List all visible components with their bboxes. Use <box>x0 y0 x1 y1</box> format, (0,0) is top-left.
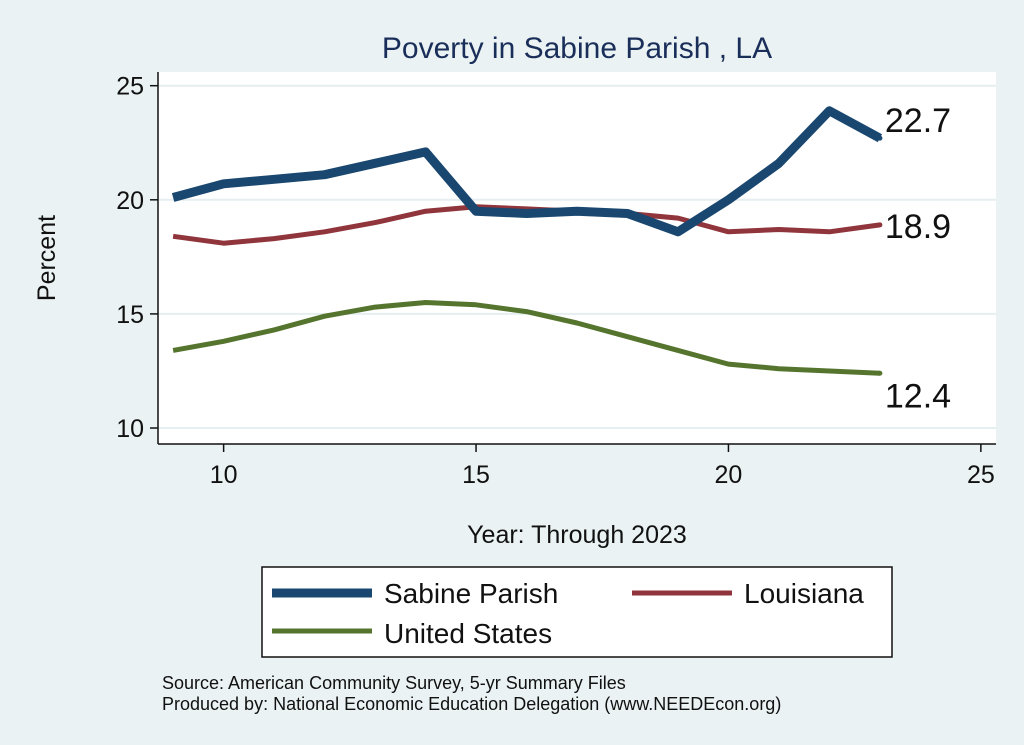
produced-by-note: Produced by: National Economic Education… <box>162 694 781 714</box>
series-end-point-louisiana <box>877 222 883 228</box>
y-axis-title: Percent <box>33 215 61 301</box>
y-tick-label-25: 25 <box>116 73 144 101</box>
series-line-sabine-parish <box>171 106 883 237</box>
legend-box <box>261 566 893 658</box>
x-axis-title: Year: Through 2023 <box>467 521 687 549</box>
end-label-united-states: 12.4 <box>885 377 951 415</box>
x-tick-label-25: 25 <box>967 461 995 489</box>
x-tick-label-20: 20 <box>715 461 743 489</box>
y-axis-ticks: 10 15 20 25 <box>116 73 158 443</box>
x-tick-label-10: 10 <box>210 461 238 489</box>
legend-label-united-states: United States <box>384 618 552 649</box>
plot-area <box>158 72 996 444</box>
chart-title: Poverty in Sabine Parish , LA <box>382 32 772 65</box>
legend-label-sabine-parish: Sabine Parish <box>384 578 558 609</box>
end-label-louisiana: 18.9 <box>885 208 951 246</box>
x-tick-label-15: 15 <box>462 461 490 489</box>
series-line-united-states <box>172 300 881 376</box>
series-end-point-sabine-parish <box>877 135 883 141</box>
end-label-sabine-parish: 22.7 <box>885 102 951 140</box>
legend-label-louisiana: Louisiana <box>744 578 864 609</box>
source-note: Source: American Community Survey, 5-yr … <box>162 673 626 693</box>
series-layer <box>171 106 883 376</box>
y-tick-label-20: 20 <box>116 187 144 215</box>
y-tick-label-15: 15 <box>116 301 144 329</box>
gridlines <box>158 84 996 430</box>
end-labels: 12.4 18.9 22.7 <box>885 102 951 415</box>
series-end-point-united-states <box>877 370 883 376</box>
x-axis-ticks: 10 15 20 25 <box>210 444 995 489</box>
legend: Sabine Parish Louisiana United States <box>261 566 893 658</box>
series-line-louisiana <box>172 204 881 246</box>
y-tick-label-10: 10 <box>116 415 144 443</box>
